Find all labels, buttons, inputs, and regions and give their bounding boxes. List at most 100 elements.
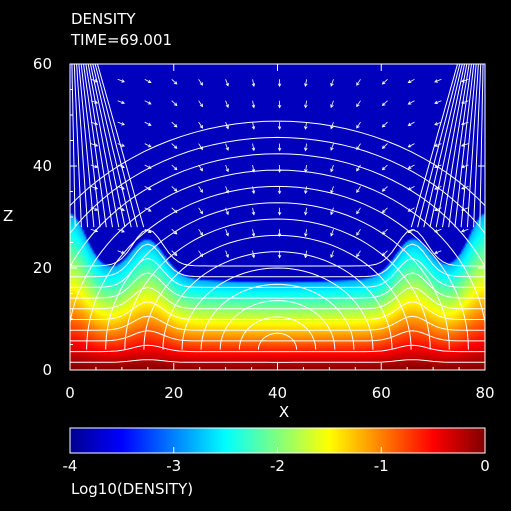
velocity-arrow bbox=[381, 186, 388, 192]
velocity-arrow bbox=[407, 78, 415, 83]
velocity-arrow bbox=[144, 121, 152, 126]
velocity-arrow bbox=[330, 143, 334, 151]
field-line bbox=[70, 120, 485, 207]
velocity-arrow bbox=[304, 122, 308, 130]
velocity-arrow bbox=[434, 207, 442, 212]
velocity-arrow bbox=[356, 186, 361, 193]
velocity-arrow bbox=[434, 164, 442, 169]
velocity-arrow bbox=[304, 207, 308, 216]
velocity-arrow bbox=[117, 143, 125, 147]
velocity-arrow bbox=[407, 186, 415, 191]
velocity-arrow bbox=[144, 186, 152, 191]
field-line bbox=[70, 344, 485, 353]
x-tick-label: 20 bbox=[164, 384, 183, 402]
velocity-arrow bbox=[277, 143, 282, 152]
velocity-arrow bbox=[225, 250, 229, 258]
velocity-arrow bbox=[381, 228, 388, 235]
velocity-arrow bbox=[277, 122, 282, 130]
field-line bbox=[70, 359, 485, 363]
velocity-arrow bbox=[90, 164, 99, 169]
field-line bbox=[70, 286, 485, 310]
velocity-arrow bbox=[277, 229, 282, 238]
velocity-arrow bbox=[198, 100, 203, 108]
velocity-arrow bbox=[277, 186, 282, 195]
velocity-arrow bbox=[407, 164, 415, 169]
velocity-arrow bbox=[90, 228, 99, 233]
velocity-arrow bbox=[117, 164, 125, 169]
velocity-arrow bbox=[356, 100, 361, 108]
colorbar-tick-label: -3 bbox=[166, 457, 181, 475]
field-line bbox=[238, 316, 317, 350]
field-line bbox=[71, 64, 76, 228]
velocity-arrow bbox=[198, 121, 203, 129]
velocity-arrow bbox=[434, 121, 442, 126]
velocity-arrow bbox=[381, 164, 388, 171]
chart-title: DENSITY bbox=[71, 10, 136, 28]
field-line bbox=[70, 330, 485, 342]
velocity-arrow bbox=[144, 164, 152, 169]
velocity-arrow bbox=[381, 121, 388, 128]
field-line bbox=[70, 169, 485, 326]
velocity-arrow bbox=[225, 121, 229, 130]
field-line bbox=[417, 64, 461, 228]
velocity-arrow bbox=[356, 250, 361, 258]
velocity-arrow bbox=[117, 207, 125, 212]
velocity-arrow bbox=[434, 250, 442, 254]
velocity-arrow bbox=[251, 250, 256, 259]
velocity-arrow bbox=[144, 207, 152, 212]
plot-area bbox=[70, 64, 485, 370]
velocity-arrow bbox=[171, 100, 178, 107]
velocity-arrow bbox=[434, 78, 442, 83]
velocity-arrow bbox=[356, 79, 361, 86]
velocity-arrow bbox=[171, 79, 178, 85]
velocity-arrow bbox=[225, 229, 229, 237]
velocity-arrow bbox=[304, 100, 308, 109]
x-axis-label: X bbox=[279, 403, 289, 421]
velocity-arrow bbox=[225, 100, 229, 109]
velocity-arrow bbox=[381, 79, 388, 85]
colorbar-tick-label: -4 bbox=[63, 457, 78, 475]
density-heatmap bbox=[70, 64, 485, 370]
field-line bbox=[162, 251, 393, 350]
velocity-arrow bbox=[461, 121, 469, 126]
field-line bbox=[466, 64, 479, 228]
colorbar-tick-label: -1 bbox=[374, 457, 389, 475]
velocity-arrow bbox=[171, 164, 178, 171]
velocity-arrow bbox=[381, 250, 388, 257]
velocity-arrow bbox=[251, 122, 256, 130]
velocity-arrow bbox=[251, 229, 256, 237]
field-line bbox=[143, 234, 412, 350]
velocity-arrow bbox=[198, 164, 203, 172]
velocity-arrow bbox=[198, 143, 203, 151]
velocity-arrow bbox=[330, 164, 334, 173]
velocity-arrow bbox=[225, 164, 229, 173]
velocity-arrow bbox=[434, 228, 442, 233]
field-line bbox=[92, 64, 132, 228]
velocity-arrow bbox=[90, 207, 99, 211]
velocity-arrow bbox=[251, 164, 256, 173]
velocity-arrow bbox=[90, 186, 99, 190]
field-line bbox=[479, 64, 484, 228]
field-line bbox=[83, 64, 107, 228]
velocity-arrow bbox=[171, 228, 178, 235]
velocity-arrow bbox=[171, 186, 178, 192]
colorbar-label: Log10(DENSITY) bbox=[71, 480, 193, 498]
field-line bbox=[70, 153, 485, 268]
y-tick-label: 60 bbox=[33, 55, 52, 73]
velocity-arrow bbox=[304, 164, 308, 173]
velocity-arrow bbox=[277, 79, 282, 88]
velocity-arrow bbox=[304, 143, 308, 152]
velocity-arrow bbox=[434, 143, 442, 147]
velocity-arrow bbox=[251, 207, 256, 216]
chart-subtitle: TIME=69.001 bbox=[70, 31, 172, 49]
velocity-arrow bbox=[198, 186, 203, 193]
velocity-arrow bbox=[144, 143, 152, 148]
velocity-arrow bbox=[461, 164, 469, 169]
velocity-arrow bbox=[90, 100, 99, 104]
field-line bbox=[442, 64, 470, 228]
velocity-arrow bbox=[407, 207, 415, 212]
field-line bbox=[87, 64, 120, 228]
velocity-arrow bbox=[225, 207, 229, 216]
velocity-arrow bbox=[304, 79, 308, 88]
field-line bbox=[105, 202, 450, 350]
